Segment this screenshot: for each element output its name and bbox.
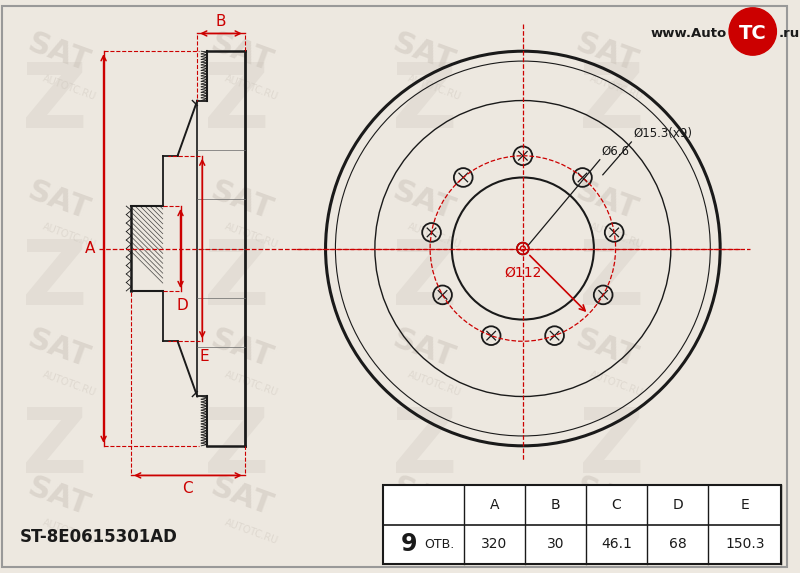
Text: SAT: SAT <box>389 176 459 226</box>
Text: Z: Z <box>391 58 457 147</box>
Text: AUTOTC.RU: AUTOTC.RU <box>589 221 645 250</box>
Text: AUTOTC.RU: AUTOTC.RU <box>406 73 462 102</box>
Text: .ru: .ru <box>778 27 800 40</box>
Text: Z: Z <box>22 404 87 492</box>
Text: AUTOTC.RU: AUTOTC.RU <box>223 370 280 398</box>
Text: Z: Z <box>391 236 457 324</box>
Text: AUTOTC.RU: AUTOTC.RU <box>223 221 280 250</box>
Text: SAT: SAT <box>572 29 642 78</box>
Text: AUTOTC.RU: AUTOTC.RU <box>223 517 280 546</box>
Text: Z: Z <box>391 404 457 492</box>
Text: SAT: SAT <box>24 176 94 226</box>
Text: SAT: SAT <box>206 324 277 374</box>
Text: AUTOTC.RU: AUTOTC.RU <box>41 73 97 102</box>
Text: Z: Z <box>579 236 644 324</box>
Text: SAT: SAT <box>206 176 277 226</box>
Text: www.Auto: www.Auto <box>651 27 727 40</box>
Text: SAT: SAT <box>572 473 642 521</box>
Text: AUTOTC.RU: AUTOTC.RU <box>41 517 97 546</box>
Text: 9: 9 <box>401 532 418 556</box>
Text: SAT: SAT <box>24 324 94 374</box>
Text: E: E <box>199 348 209 363</box>
Text: SAT: SAT <box>24 29 94 78</box>
Text: Z: Z <box>204 58 270 147</box>
Text: Ø112: Ø112 <box>504 266 542 280</box>
Text: Z: Z <box>204 236 270 324</box>
Text: A: A <box>490 498 499 512</box>
Text: AUTOTC.RU: AUTOTC.RU <box>406 370 462 398</box>
Circle shape <box>729 8 776 55</box>
Text: AUTOTC.RU: AUTOTC.RU <box>589 517 645 546</box>
Bar <box>382 485 782 564</box>
Text: AUTOTC.RU: AUTOTC.RU <box>406 517 462 546</box>
Text: AUTOTC.RU: AUTOTC.RU <box>223 73 280 102</box>
Text: SAT: SAT <box>572 176 642 226</box>
Text: 68: 68 <box>669 537 686 551</box>
Text: 46.1: 46.1 <box>601 537 632 551</box>
Text: Z: Z <box>579 404 644 492</box>
Text: B: B <box>550 498 560 512</box>
Text: C: C <box>612 498 622 512</box>
Text: SAT: SAT <box>389 29 459 78</box>
Text: B: B <box>216 14 226 29</box>
Text: D: D <box>672 498 683 512</box>
Text: Ø15.3(x9): Ø15.3(x9) <box>634 127 692 140</box>
Text: Z: Z <box>22 236 87 324</box>
Text: SAT: SAT <box>389 473 459 521</box>
Text: Z: Z <box>579 58 644 147</box>
Text: Z: Z <box>22 58 87 147</box>
Text: ST-8E0615301AD: ST-8E0615301AD <box>20 528 178 545</box>
Text: AUTOTC.RU: AUTOTC.RU <box>41 370 97 398</box>
Text: SAT: SAT <box>389 324 459 374</box>
Text: ОТВ.: ОТВ. <box>424 538 454 551</box>
Text: 150.3: 150.3 <box>725 537 765 551</box>
Text: SAT: SAT <box>24 473 94 521</box>
Text: AUTOTC.RU: AUTOTC.RU <box>589 73 645 102</box>
Text: E: E <box>741 498 750 512</box>
Text: Z: Z <box>204 404 270 492</box>
Text: D: D <box>177 298 188 313</box>
Text: A: A <box>85 241 95 256</box>
Text: SAT: SAT <box>206 473 277 521</box>
Text: AUTOTC.RU: AUTOTC.RU <box>589 370 645 398</box>
Text: C: C <box>182 481 194 496</box>
Text: SAT: SAT <box>572 324 642 374</box>
Text: 30: 30 <box>546 537 564 551</box>
Text: Ø6.6: Ø6.6 <box>602 145 630 158</box>
Text: AUTOTC.RU: AUTOTC.RU <box>406 221 462 250</box>
Text: AUTOTC.RU: AUTOTC.RU <box>41 221 97 250</box>
Text: 320: 320 <box>481 537 507 551</box>
Text: TC: TC <box>739 24 766 43</box>
Text: SAT: SAT <box>206 29 277 78</box>
